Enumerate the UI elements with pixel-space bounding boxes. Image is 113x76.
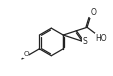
Text: S: S [81,37,86,46]
Text: O: O [23,51,29,57]
Text: O: O [90,8,96,17]
Text: HO: HO [95,34,106,43]
